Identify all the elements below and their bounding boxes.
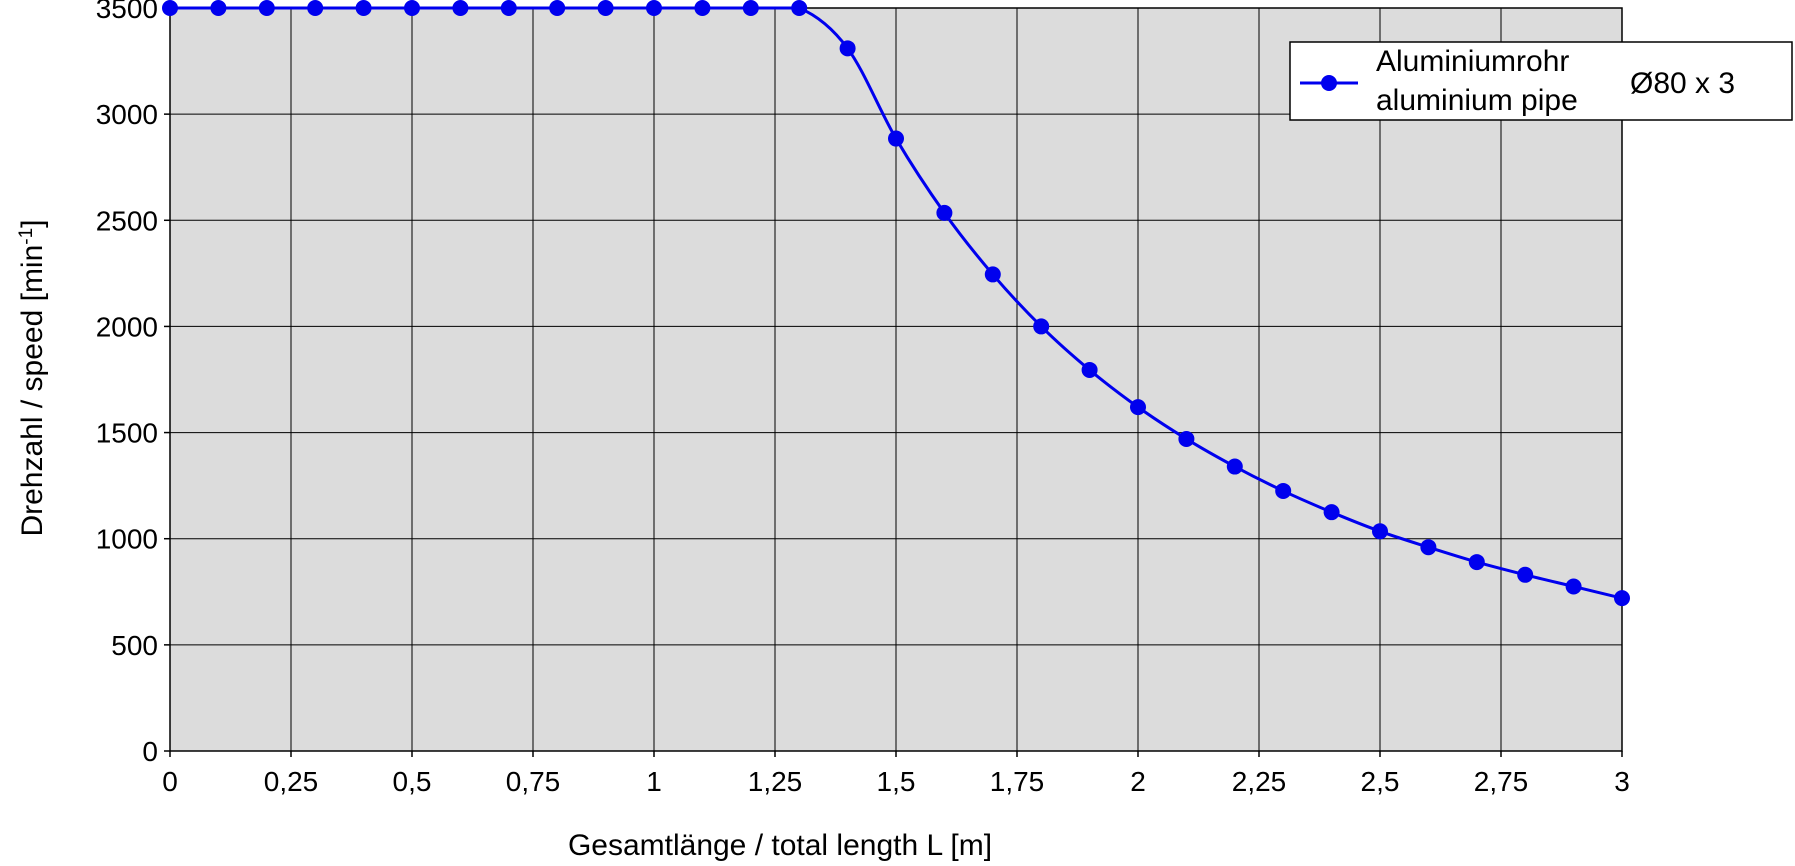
x-tick-label: 2,75	[1474, 766, 1529, 797]
y-tick-label: 1500	[96, 418, 158, 449]
y-tick-label: 2000	[96, 311, 158, 342]
y-tick-label: 1000	[96, 524, 158, 555]
data-point	[1468, 554, 1485, 571]
y-axis-title-end: ]	[16, 219, 49, 227]
data-point	[1517, 566, 1534, 583]
x-tick-label: 2	[1130, 766, 1146, 797]
x-tick-label: 1,25	[748, 766, 803, 797]
data-point	[258, 0, 275, 16]
data-point	[1614, 590, 1630, 607]
y-axis-title-main: Drehzahl / speed [min	[16, 245, 49, 537]
data-point	[1130, 399, 1146, 416]
y-tick-label: 3500	[96, 0, 158, 24]
data-point	[742, 0, 759, 16]
data-point	[1372, 523, 1388, 540]
y-tick-label: 500	[111, 630, 158, 661]
series-layer	[162, 0, 1630, 607]
x-tick-label: 1,75	[990, 766, 1045, 797]
y-tick-label: 2500	[96, 205, 158, 236]
data-point	[1033, 318, 1050, 335]
x-tick-label: 0,5	[393, 766, 432, 797]
data-point	[597, 0, 614, 16]
x-tick-label: 0,75	[506, 766, 561, 797]
legend-marker-swatch	[1321, 75, 1337, 91]
y-axis-ticks: 0 500 1000 1500 2000 2500 3000 3500	[96, 0, 170, 767]
legend-label-line2: aluminium pipe	[1376, 84, 1578, 117]
data-point	[404, 0, 420, 16]
data-point	[307, 0, 324, 16]
x-tick-label: 1,5	[877, 766, 916, 797]
x-tick-label: 2,5	[1361, 766, 1400, 797]
data-point	[500, 0, 517, 16]
data-point	[694, 0, 711, 16]
data-point	[984, 266, 1001, 283]
data-point	[1420, 539, 1437, 556]
x-tick-label: 2,25	[1232, 766, 1287, 797]
data-point	[646, 0, 662, 16]
x-tick-label: 0	[162, 766, 178, 797]
legend-label-size: Ø80 x 3	[1630, 67, 1735, 100]
legend-label-line1: Aluminiumrohr	[1376, 45, 1569, 78]
data-point	[1178, 430, 1195, 447]
data-point	[936, 204, 953, 221]
data-point	[210, 0, 227, 16]
data-point	[888, 130, 904, 147]
y-tick-label: 0	[142, 736, 158, 767]
data-point	[1081, 361, 1098, 378]
x-axis-title: Gesamtlänge / total length L [m]	[568, 829, 992, 862]
legend-box	[1289, 41, 1793, 121]
x-tick-label: 0,25	[264, 766, 319, 797]
y-axis-title-superscript: -1	[16, 228, 37, 245]
y-axis-title: Drehzahl / speed [min-1]	[16, 219, 50, 536]
data-point	[355, 0, 372, 16]
data-point	[1565, 578, 1582, 595]
data-point	[1275, 482, 1292, 499]
data-point	[452, 0, 469, 16]
x-axis-ticks: 0 0,25 0,5 0,75 1 1,25 1,5 1,75 2 2,25 2,5 2,75 3	[162, 751, 1630, 797]
x-tick-label: 1	[646, 766, 662, 797]
x-tick-label: 3	[1614, 766, 1630, 797]
data-point	[549, 0, 566, 16]
data-point	[162, 0, 178, 16]
y-tick-label: 3000	[96, 99, 158, 130]
data-point	[791, 0, 808, 16]
data-point	[1323, 504, 1340, 521]
data-point	[1226, 458, 1243, 475]
legend: Aluminiumrohr aluminium pipe Ø80 x 3	[1289, 41, 1793, 121]
data-point	[839, 40, 856, 57]
